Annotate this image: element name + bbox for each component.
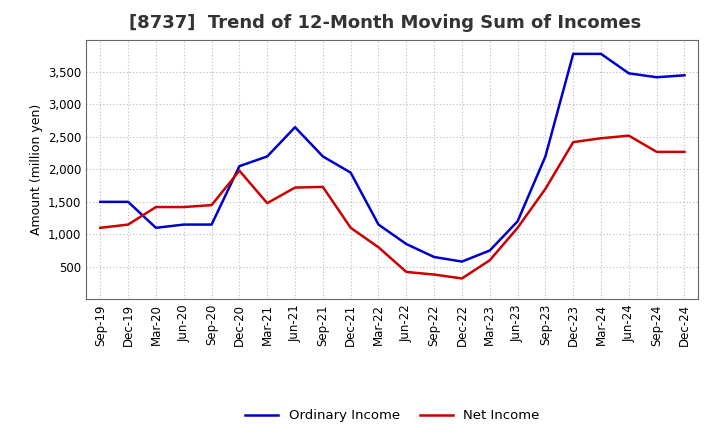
Ordinary Income xyxy=(652,75,661,80)
Net Income xyxy=(263,201,271,206)
Ordinary Income xyxy=(402,242,410,247)
Ordinary Income xyxy=(235,164,243,169)
Net Income xyxy=(430,272,438,277)
Net Income xyxy=(513,225,522,231)
Ordinary Income xyxy=(346,170,355,175)
Ordinary Income xyxy=(541,154,550,159)
Net Income xyxy=(318,184,327,190)
Ordinary Income xyxy=(430,254,438,260)
Net Income xyxy=(96,225,104,231)
Net Income xyxy=(291,185,300,190)
Net Income xyxy=(235,168,243,173)
Ordinary Income xyxy=(597,51,606,56)
Line: Ordinary Income: Ordinary Income xyxy=(100,54,685,261)
Ordinary Income xyxy=(485,248,494,253)
Ordinary Income xyxy=(624,71,633,76)
Ordinary Income xyxy=(318,154,327,159)
Net Income xyxy=(652,149,661,154)
Net Income xyxy=(374,245,383,250)
Net Income xyxy=(458,276,467,281)
Ordinary Income xyxy=(96,199,104,205)
Ordinary Income xyxy=(513,219,522,224)
Net Income xyxy=(680,149,689,154)
Ordinary Income xyxy=(263,154,271,159)
Ordinary Income xyxy=(152,225,161,231)
Ordinary Income xyxy=(179,222,188,227)
Ordinary Income xyxy=(458,259,467,264)
Net Income xyxy=(346,225,355,231)
Net Income xyxy=(207,202,216,208)
Net Income xyxy=(541,186,550,191)
Net Income xyxy=(569,139,577,145)
Ordinary Income xyxy=(207,222,216,227)
Net Income xyxy=(179,205,188,210)
Net Income xyxy=(152,205,161,210)
Legend: Ordinary Income, Net Income: Ordinary Income, Net Income xyxy=(240,404,545,428)
Ordinary Income xyxy=(291,125,300,130)
Text: [8737]  Trend of 12-Month Moving Sum of Incomes: [8737] Trend of 12-Month Moving Sum of I… xyxy=(130,15,642,33)
Ordinary Income xyxy=(124,199,132,205)
Net Income xyxy=(597,136,606,141)
Net Income xyxy=(124,222,132,227)
Net Income xyxy=(402,269,410,275)
Ordinary Income xyxy=(569,51,577,56)
Ordinary Income xyxy=(374,222,383,227)
Ordinary Income xyxy=(680,73,689,78)
Net Income xyxy=(624,133,633,138)
Net Income xyxy=(485,258,494,263)
Line: Net Income: Net Income xyxy=(100,136,685,279)
Y-axis label: Amount (million yen): Amount (million yen) xyxy=(30,104,42,235)
